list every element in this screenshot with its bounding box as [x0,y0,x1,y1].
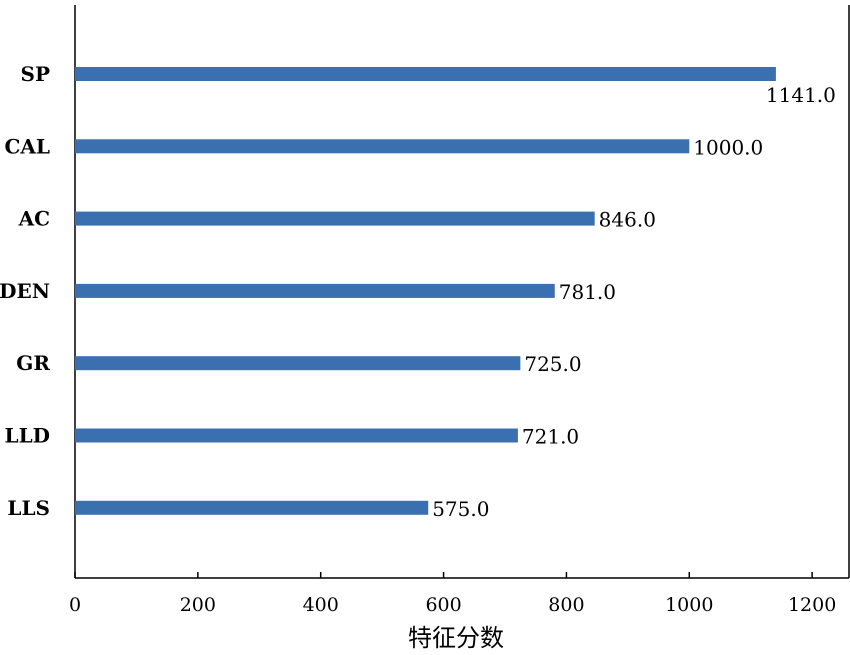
bars [75,67,776,515]
value-label-sp: 1141.0 [766,83,836,107]
bar-sp [75,67,776,81]
category-label-den: DEN [0,279,50,303]
category-label-ac: AC [18,207,50,231]
x-axis-title: 特征分数 [408,624,504,652]
category-label-gr: GR [16,351,50,375]
bar-lls [75,500,429,515]
value-labels: 1141.0 1000.0 846.0 781.0 725.0 721.0 575.0 [432,83,836,521]
category-label-cal: CAL [5,134,51,158]
category-label-lls: LLS [7,496,50,520]
x-tick-label: 800 [548,594,584,616]
x-tick-label: 400 [303,594,339,616]
category-label-sp: SP [21,62,50,86]
x-tick-label: 200 [180,594,216,616]
value-label-cal: 1000.0 [693,135,763,159]
value-label-lls: 575.0 [432,497,489,521]
x-tick-label: 1200 [788,594,836,616]
x-ticks: 0 200 400 600 800 1000 1200 [69,572,836,616]
category-label-lld: LLD [5,424,50,448]
y-ticks: SP CAL AC DEN GR LLD LLS [0,62,81,520]
bar-gr [75,356,521,371]
value-label-den: 781.0 [559,280,616,304]
x-tick-label: 0 [69,594,81,616]
x-tick-label: 600 [425,594,461,616]
bar-cal [75,139,690,154]
x-tick-label: 1000 [665,594,713,616]
bar-den [75,283,555,298]
value-label-ac: 846.0 [599,208,656,232]
bar-ac [75,211,595,226]
bar-lld [75,428,518,443]
value-label-gr: 725.0 [524,352,581,376]
value-label-lld: 721.0 [522,425,579,449]
